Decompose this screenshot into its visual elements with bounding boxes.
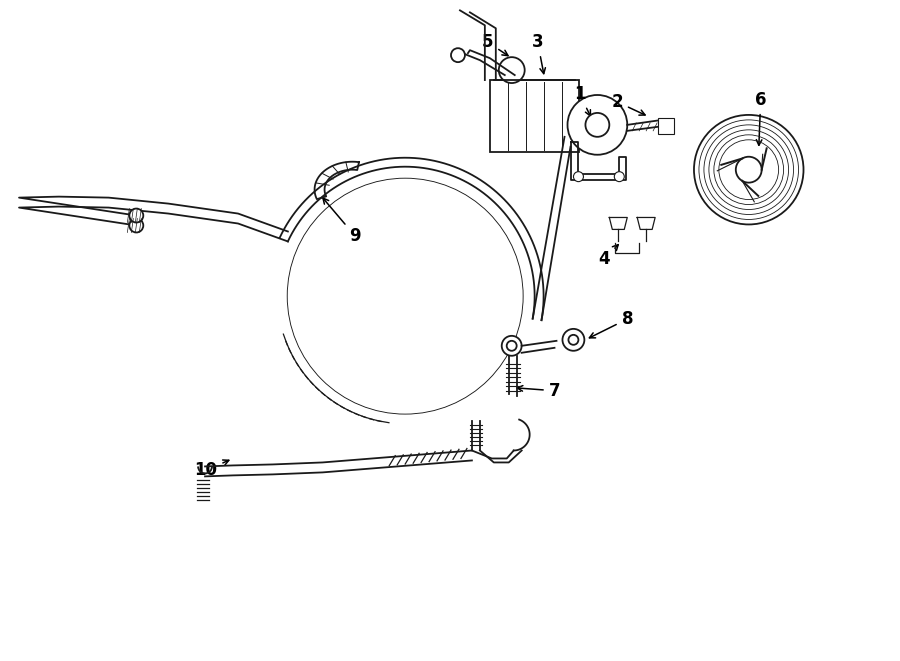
Circle shape <box>615 172 625 182</box>
Circle shape <box>130 219 143 233</box>
Circle shape <box>569 335 579 345</box>
Circle shape <box>507 341 517 351</box>
Circle shape <box>573 172 583 182</box>
Polygon shape <box>609 217 627 229</box>
Circle shape <box>501 336 522 356</box>
Circle shape <box>736 157 761 182</box>
Polygon shape <box>637 217 655 229</box>
Circle shape <box>451 48 465 62</box>
Circle shape <box>562 329 584 351</box>
Text: 5: 5 <box>482 33 508 56</box>
Text: 9: 9 <box>323 198 361 245</box>
Circle shape <box>499 57 525 83</box>
Circle shape <box>130 209 143 223</box>
Text: 7: 7 <box>518 382 561 400</box>
FancyBboxPatch shape <box>658 118 674 134</box>
FancyBboxPatch shape <box>490 80 580 152</box>
Text: 8: 8 <box>590 310 633 338</box>
Circle shape <box>585 113 609 137</box>
Circle shape <box>694 115 804 225</box>
Text: 10: 10 <box>194 460 229 479</box>
Text: 3: 3 <box>532 33 545 73</box>
Circle shape <box>288 178 523 414</box>
Text: 1: 1 <box>573 85 590 116</box>
Text: 2: 2 <box>611 93 645 115</box>
Circle shape <box>568 95 627 155</box>
Circle shape <box>288 178 523 414</box>
Text: 4: 4 <box>598 245 618 268</box>
Polygon shape <box>315 162 359 199</box>
Text: 6: 6 <box>755 91 767 145</box>
